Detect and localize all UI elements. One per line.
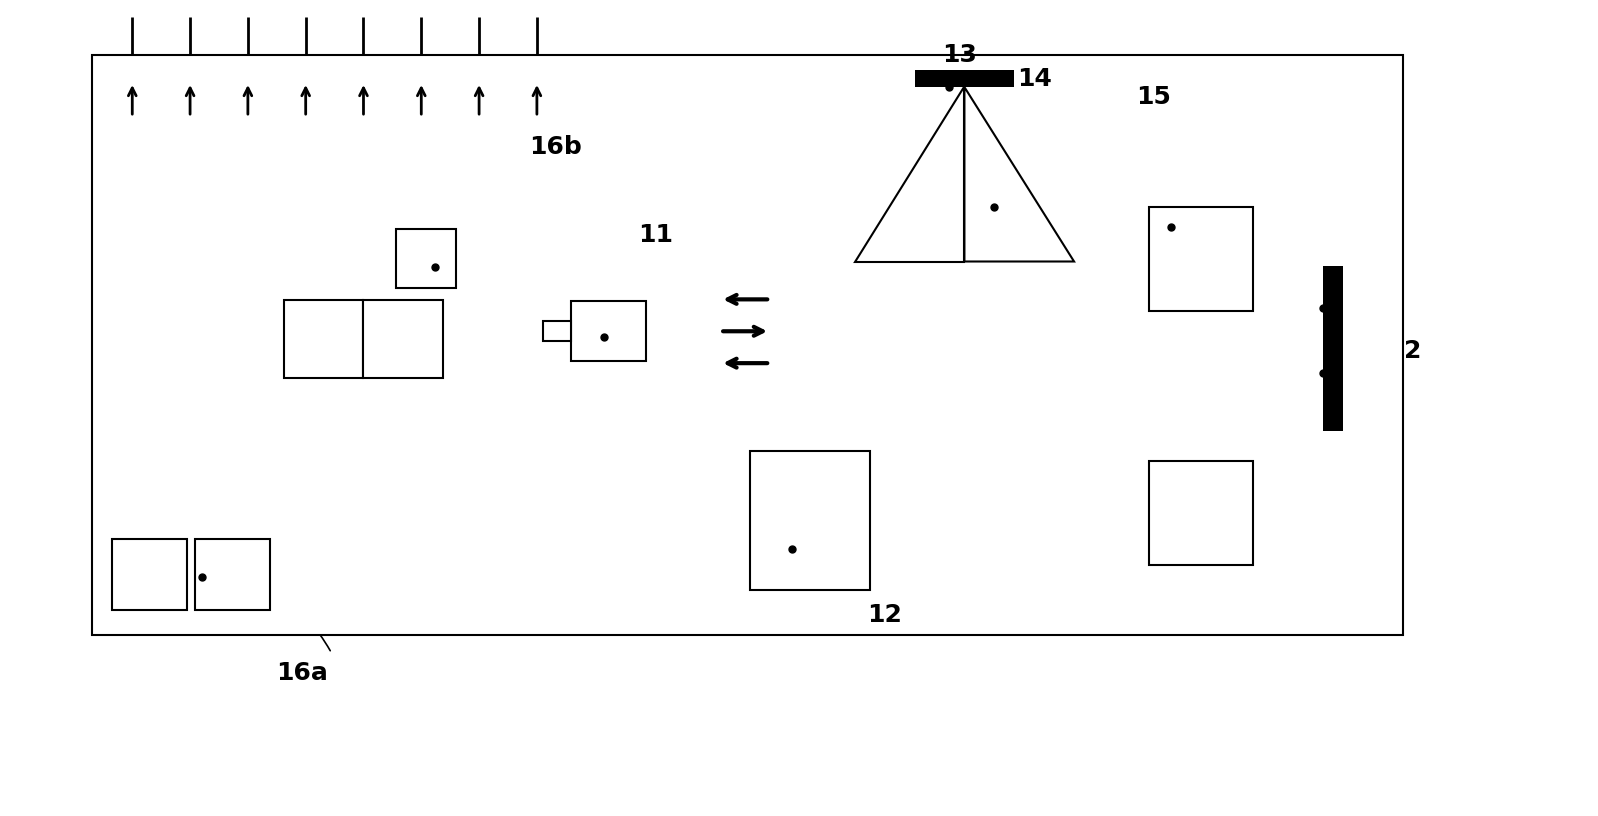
Bar: [1149, 206, 1253, 312]
Text: 14: 14: [1016, 67, 1051, 91]
Bar: [749, 451, 869, 591]
Text: 15: 15: [1136, 85, 1171, 109]
Bar: [396, 228, 455, 288]
Text: 11: 11: [638, 223, 673, 246]
Bar: [1149, 461, 1253, 565]
Bar: [284, 300, 363, 378]
Text: 2: 2: [1405, 339, 1422, 363]
Bar: [195, 539, 270, 610]
Text: 16b: 16b: [529, 135, 582, 159]
Text: 16a: 16a: [276, 661, 328, 685]
Bar: [570, 301, 646, 361]
Text: 13: 13: [941, 43, 976, 67]
Polygon shape: [965, 87, 1074, 261]
Bar: [1323, 267, 1344, 431]
Text: 12: 12: [868, 603, 903, 628]
Bar: [363, 300, 443, 378]
Bar: [543, 322, 570, 341]
Bar: [112, 539, 187, 610]
Polygon shape: [855, 87, 965, 261]
Bar: [914, 70, 1015, 87]
Bar: [93, 55, 1403, 635]
